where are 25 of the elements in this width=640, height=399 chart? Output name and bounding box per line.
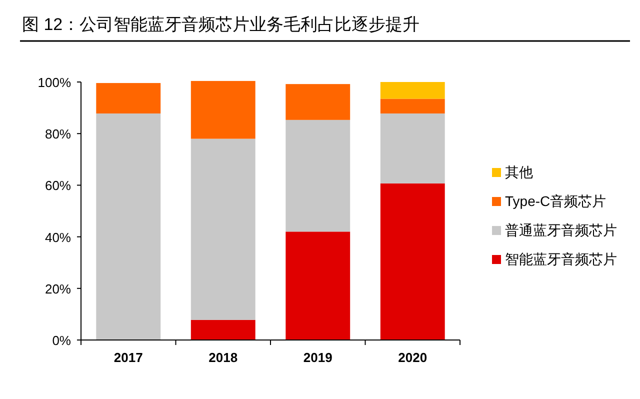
bar (96, 83, 161, 114)
bar (380, 113, 445, 184)
y-tick-label: 0% (52, 333, 72, 348)
bar (286, 84, 350, 120)
x-tick-label: 2020 (398, 350, 428, 365)
legend-label: 智能蓝牙音频芯片 (505, 251, 617, 267)
legend-label: 普通蓝牙音频芯片 (505, 222, 617, 238)
bar (190, 80, 256, 139)
bar (96, 113, 161, 340)
x-tick-label: 2018 (208, 350, 238, 365)
y-tick-label: 40% (44, 230, 72, 245)
x-tick-label: 2017 (114, 350, 143, 365)
bar (286, 232, 350, 340)
y-tick-label: 80% (44, 126, 72, 142)
chart-title: 图 12：公司智能蓝牙音频芯片业务毛利占比逐步提升 (22, 15, 420, 34)
y-tick-label: 20% (44, 281, 72, 296)
legend-label: Type-C音频芯片 (505, 193, 606, 209)
bar (286, 120, 350, 232)
bar (190, 320, 256, 340)
bar (380, 183, 445, 340)
bar (190, 138, 256, 320)
y-tick-label: 60% (44, 178, 72, 194)
y-tick-label: 100% (38, 75, 72, 90)
x-tick-label: 2019 (303, 350, 332, 365)
legend-label: 其他 (505, 164, 533, 180)
